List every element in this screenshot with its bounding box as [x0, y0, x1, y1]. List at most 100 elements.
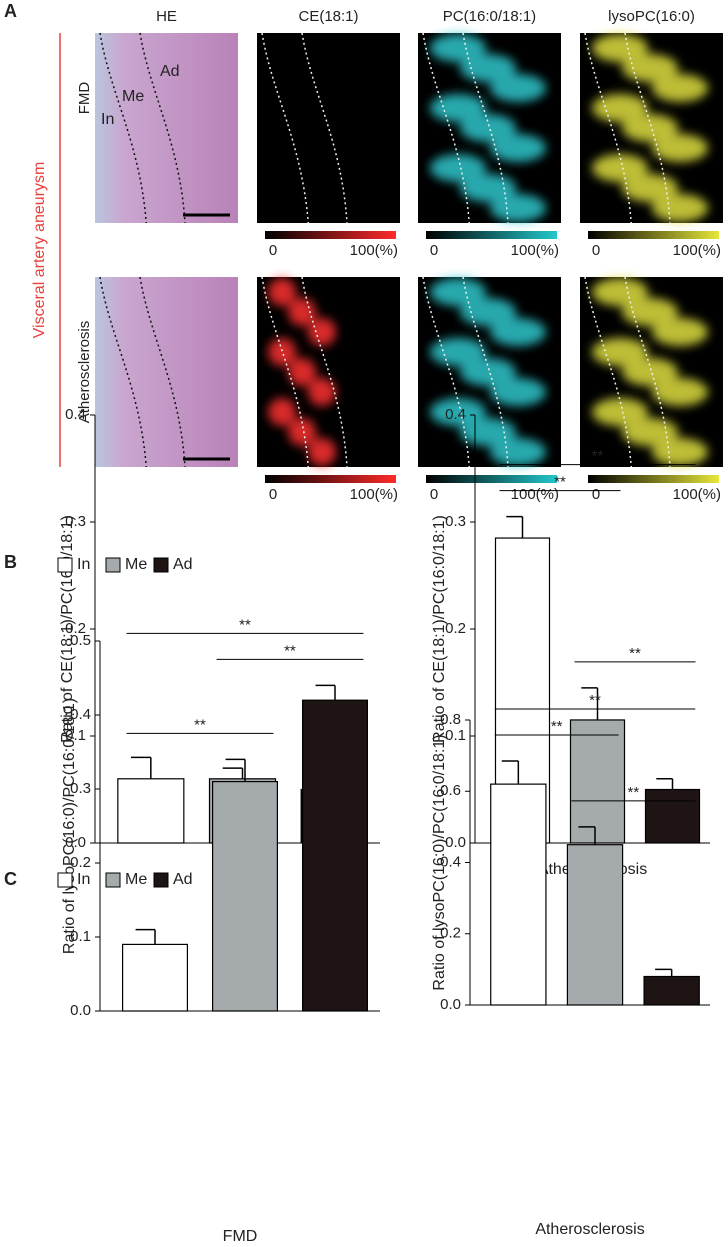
significance-label: ** [627, 784, 639, 801]
layer-boundary [584, 276, 632, 468]
blob [430, 338, 486, 366]
blob [268, 278, 296, 306]
y-tick-label: 0.4 [65, 406, 86, 423]
layer-boundary [422, 32, 470, 224]
y-tick-label: 0.4 [70, 706, 91, 723]
y-tick-label: 0.0 [440, 996, 461, 1013]
image [580, 277, 723, 467]
he-image [95, 33, 238, 223]
bar [644, 788, 701, 844]
scale-max: 100(%) [511, 242, 559, 259]
blob [490, 134, 546, 162]
blob [430, 94, 486, 122]
signal [430, 278, 546, 466]
scale-max: 100(%) [511, 486, 559, 503]
blob [430, 154, 486, 182]
scale-max: 100(%) [350, 242, 398, 259]
layer-boundary [624, 32, 671, 224]
bar [117, 778, 185, 844]
blob [308, 378, 336, 406]
bar [212, 780, 279, 1012]
image [418, 33, 561, 223]
layer-boundary [422, 276, 470, 468]
legend-swatch [105, 557, 121, 573]
blob [592, 154, 648, 182]
legend-swatch [153, 557, 169, 573]
y-tick-label: 0.2 [440, 925, 461, 942]
blob [622, 418, 678, 446]
scale-min: 0 [269, 242, 277, 259]
signal [592, 278, 708, 466]
scale-max: 100(%) [673, 242, 721, 259]
legend-swatch [105, 872, 121, 888]
ms-image [257, 33, 400, 223]
group-label: Visceral artery aneurysm [31, 162, 48, 339]
layer-label: Me [122, 88, 144, 105]
blob [288, 358, 316, 386]
blob [652, 194, 708, 222]
blob [460, 114, 516, 142]
scale-min: 0 [592, 242, 600, 259]
blob [592, 94, 648, 122]
layer-boundary [99, 276, 147, 468]
signal [430, 34, 546, 222]
significance-label: ** [239, 616, 251, 633]
y-tick-label: 0.1 [445, 727, 466, 744]
layer-boundary [462, 276, 509, 468]
blob [288, 298, 316, 326]
blob [308, 318, 336, 346]
legend-label: Me [125, 556, 147, 573]
panel-letter: C [4, 869, 17, 889]
blob [490, 438, 546, 466]
y-tick-label: 0.2 [445, 620, 466, 637]
significance-label: ** [589, 692, 601, 709]
bar [490, 783, 547, 1006]
significance-label: ** [554, 474, 566, 491]
significance-label: ** [592, 448, 604, 465]
layer-boundary [584, 32, 632, 224]
scale-min: 0 [592, 486, 600, 503]
scale-max: 100(%) [350, 486, 398, 503]
legend-swatch [57, 557, 73, 573]
image [257, 33, 400, 223]
y-tick-label: 0.0 [445, 834, 466, 851]
y-tick-label: 0.6 [440, 782, 461, 799]
bar [121, 943, 189, 1012]
layer-label: Ad [160, 63, 180, 80]
significance-label: ** [284, 642, 296, 659]
significance-label: ** [629, 645, 641, 662]
row-label: FMD [76, 82, 93, 115]
legend-label: Ad [173, 871, 193, 888]
y-tick-label: 0.0 [70, 1002, 91, 1019]
blob [622, 54, 678, 82]
blob [268, 338, 296, 366]
legend-label: In [77, 871, 90, 888]
blob [490, 74, 546, 102]
signal [592, 34, 708, 222]
blob [592, 338, 648, 366]
layer-boundary [624, 276, 671, 468]
blob [592, 34, 648, 62]
image [95, 277, 238, 467]
layer-boundary [139, 32, 186, 224]
blob [652, 438, 708, 466]
blob [288, 418, 316, 446]
blob [460, 358, 516, 386]
blob [652, 74, 708, 102]
blob [490, 318, 546, 346]
bar [566, 844, 624, 1006]
scale-min: 0 [430, 486, 438, 503]
blob [460, 298, 516, 326]
color-scale [588, 231, 719, 239]
blob [490, 378, 546, 406]
color-scale [426, 475, 557, 483]
y-tick-label: 0.1 [70, 928, 91, 945]
x-axis-label: Atherosclerosis [535, 1221, 644, 1238]
image [418, 277, 561, 467]
blob [430, 278, 486, 306]
significance-label: ** [551, 718, 563, 735]
layer-boundary [261, 32, 309, 224]
legend-label: In [77, 556, 90, 573]
blob [460, 174, 516, 202]
layer-boundary [301, 276, 348, 468]
